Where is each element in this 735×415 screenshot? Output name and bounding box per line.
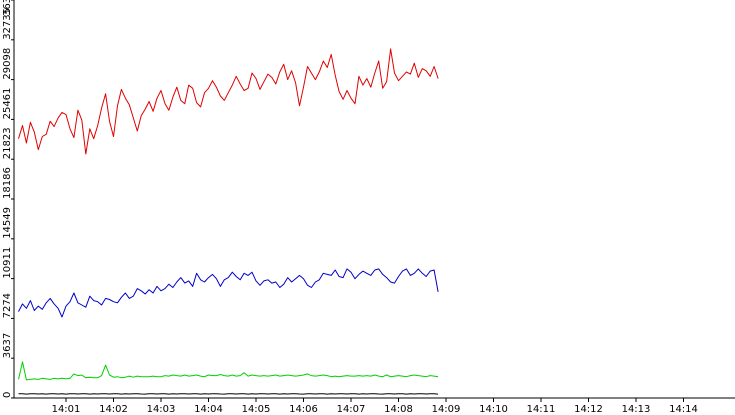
x-axis: 14:01 14:02 14:03 14:04 14:05 14:06 14:07 14:08… <box>14 397 735 415</box>
series-line <box>18 268 439 318</box>
x-tick-label: 14:14 <box>669 404 698 415</box>
x-tick-label: 14:09 <box>432 404 461 415</box>
series-line <box>18 361 439 381</box>
y-tick-label: 10911 <box>2 247 13 279</box>
x-tick-label: 14:12 <box>574 404 603 415</box>
x-tick-label: 14:04 <box>194 404 223 415</box>
y-tick-label: 25461 <box>2 88 13 120</box>
x-tick-label: 14:08 <box>384 404 413 415</box>
x-tick-label: 14:07 <box>337 404 366 415</box>
y-tick-label: 0 <box>2 392 13 398</box>
x-tick-label: 14:06 <box>289 404 318 415</box>
x-tick-label: 14:11 <box>527 404 556 415</box>
series-line <box>18 48 439 155</box>
x-tick-label: 14:05 <box>242 404 271 415</box>
x-tick-label: 14:03 <box>147 404 176 415</box>
y-tick-label: 18186 <box>2 167 13 199</box>
y-tick-label: 7274 <box>2 293 13 318</box>
y-tick-label: 29098 <box>2 48 13 80</box>
x-tick-label: 14:01 <box>52 404 81 415</box>
x-tick-label: 14:02 <box>99 404 128 415</box>
y-tick-label: 21823 <box>2 127 13 159</box>
x-tick-label: 14:10 <box>479 404 508 415</box>
y-tick-label: 32735 <box>2 8 13 40</box>
y-tick-label: 3637 <box>2 333 13 358</box>
y-tick-label: 36373 <box>2 0 13 16</box>
y-tick-label: 14549 <box>2 207 13 239</box>
y-axis: 0 3637 7274 10911 14549 18186 21823 25461 29098 3… <box>2 0 15 399</box>
series-lines <box>18 48 439 395</box>
x-tick-label: 14:13 <box>622 404 651 415</box>
